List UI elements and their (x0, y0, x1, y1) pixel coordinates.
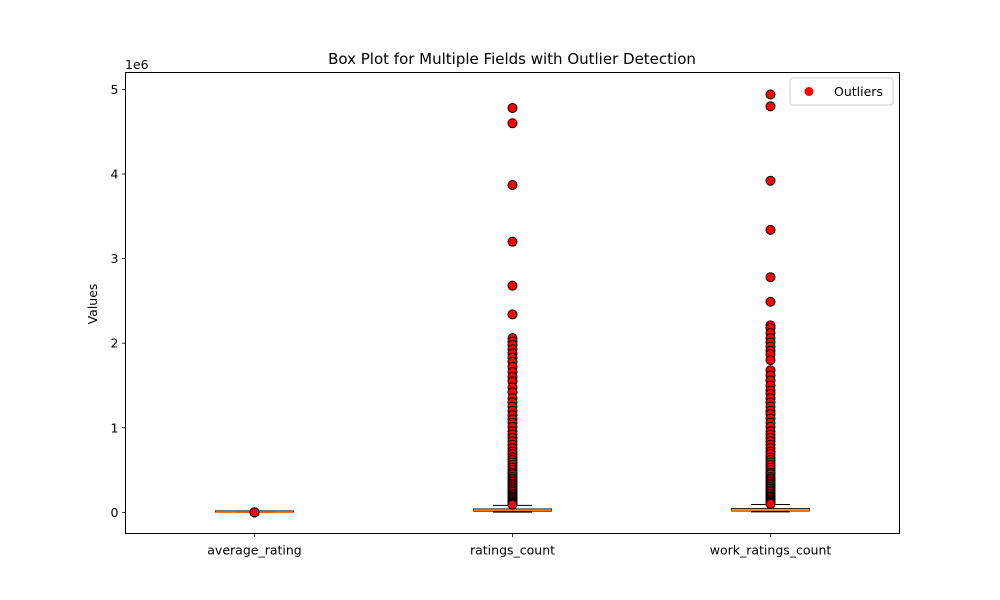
legend-label-outliers: Outliers (834, 84, 883, 99)
outlier-point (507, 118, 518, 129)
y-offset-text: 1e6 (125, 57, 149, 72)
legend: Outliers (789, 77, 894, 106)
x-tick-label: average_rating (207, 543, 301, 558)
outlier-point (507, 280, 518, 291)
outlier-point (765, 101, 776, 112)
outlier-point (507, 309, 518, 320)
outlier-point (765, 89, 776, 100)
axes: 0 1 2 3 4 5 average_rating ratings_count work_ra… (111, 72, 900, 558)
outlier-point (249, 507, 260, 518)
outlier-point (765, 224, 776, 235)
legend-frame (789, 77, 894, 106)
y-tick-label: 4 (111, 167, 119, 182)
outlier-point (507, 499, 518, 510)
chart-title: Box Plot for Multiple Fields with Outlie… (328, 50, 696, 68)
outlier-point (765, 175, 776, 186)
y-axis-title: Values (85, 284, 100, 325)
y-tick-label: 3 (111, 251, 119, 266)
x-tick-label: ratings_count (470, 543, 555, 558)
y-tick-label: 2 (111, 336, 119, 351)
y-tick-label: 1 (111, 420, 119, 435)
legend-outlier-marker (804, 87, 814, 96)
y-tick-label: 5 (111, 82, 119, 97)
outlier-point (507, 180, 518, 191)
outlier-point (765, 498, 776, 509)
x-tick-label: work_ratings_count (710, 543, 832, 558)
plot-area (215, 89, 810, 518)
outlier-point (765, 272, 776, 283)
outlier-point (765, 355, 776, 366)
box-group-ratings_count (473, 103, 552, 513)
outlier-point (507, 103, 518, 114)
box-group-work_ratings_count (731, 89, 810, 513)
box-group-average_rating (215, 507, 294, 518)
outlier-point (765, 296, 776, 307)
outlier-point (507, 236, 518, 247)
y-tick-label: 0 (111, 505, 119, 520)
